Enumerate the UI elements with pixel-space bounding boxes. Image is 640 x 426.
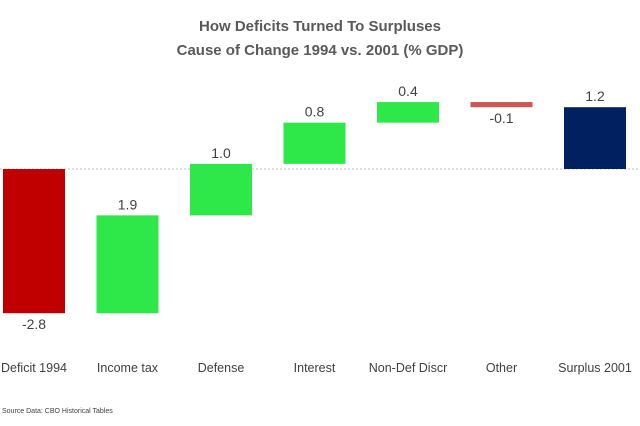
category-label-income-tax: Income tax (97, 361, 159, 375)
bar-income-tax (96, 215, 159, 314)
category-label-defense: Defense (198, 361, 245, 375)
bar-deficit-1994 (3, 169, 65, 314)
value-label-interest: 0.8 (305, 104, 325, 120)
bar-surplus-2001 (564, 107, 626, 169)
chart-title: How Deficits Turned To Surpluses (199, 18, 441, 35)
category-label-surplus-2001: Surplus 2001 (558, 361, 632, 375)
category-label-deficit-1994: Deficit 1994 (1, 361, 67, 375)
category-labels-group: Deficit 1994 Income tax Defense Interest Non… (1, 361, 632, 375)
value-label-other: -0.1 (489, 110, 513, 126)
value-label-non-def-discr: 0.4 (398, 83, 418, 99)
value-labels-group: -2.8 1.9 1.0 0.8 0.4 -0.1 1.2 (22, 83, 605, 332)
category-label-interest: Interest (294, 361, 336, 375)
value-label-income-tax: 1.9 (118, 196, 138, 212)
bar-defense (190, 163, 252, 216)
category-label-other: Other (486, 361, 517, 375)
bar-non-def-discr (377, 102, 439, 123)
value-label-deficit-1994: -2.8 (22, 316, 46, 332)
chart-subtitle: Cause of Change 1994 vs. 2001 (% GDP) (177, 42, 464, 59)
source-note: Source Data: CBO Historical Tables (2, 408, 113, 415)
bar-interest (283, 122, 346, 164)
value-label-defense: 1.0 (211, 145, 231, 161)
value-label-surplus-2001: 1.2 (585, 88, 605, 104)
category-label-non-def-discr: Non-Def Discr (369, 361, 448, 375)
bars-group (3, 102, 626, 314)
bar-other (470, 102, 533, 108)
